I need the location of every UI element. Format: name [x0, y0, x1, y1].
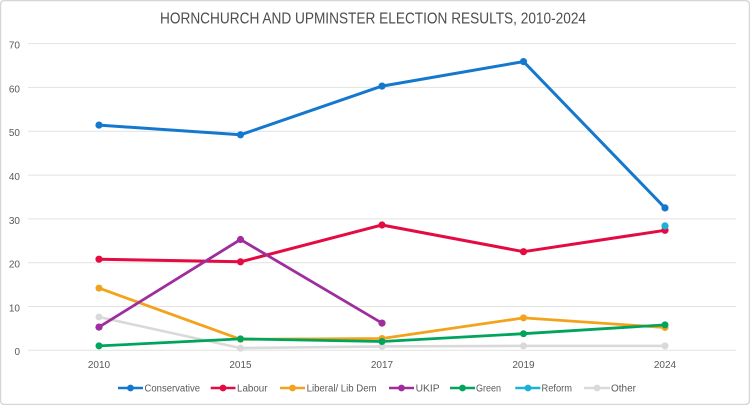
svg-text:0: 0 [14, 347, 20, 358]
svg-text:HORNCHURCH AND UPMINSTER ELECT: HORNCHURCH AND UPMINSTER ELECTION RESULT… [160, 11, 586, 28]
svg-text:Labour: Labour [237, 384, 268, 395]
svg-text:Other: Other [611, 384, 637, 395]
svg-text:UKIP: UKIP [416, 384, 440, 395]
svg-text:10: 10 [9, 303, 21, 314]
svg-text:2019: 2019 [512, 360, 535, 371]
svg-text:Conservative: Conservative [145, 384, 201, 395]
svg-text:2010: 2010 [88, 360, 111, 371]
svg-text:2017: 2017 [371, 360, 394, 371]
svg-text:Reform: Reform [542, 384, 573, 395]
svg-text:50: 50 [9, 128, 21, 139]
svg-text:Liberal/ Lib Dem: Liberal/ Lib Dem [307, 384, 377, 395]
svg-text:40: 40 [9, 172, 21, 183]
svg-text:30: 30 [9, 216, 21, 227]
svg-text:2024: 2024 [654, 360, 677, 371]
svg-text:60: 60 [9, 84, 21, 95]
svg-text:70: 70 [9, 41, 21, 52]
svg-text:Green: Green [476, 384, 501, 395]
svg-text:2015: 2015 [229, 360, 252, 371]
svg-text:20: 20 [9, 260, 21, 271]
